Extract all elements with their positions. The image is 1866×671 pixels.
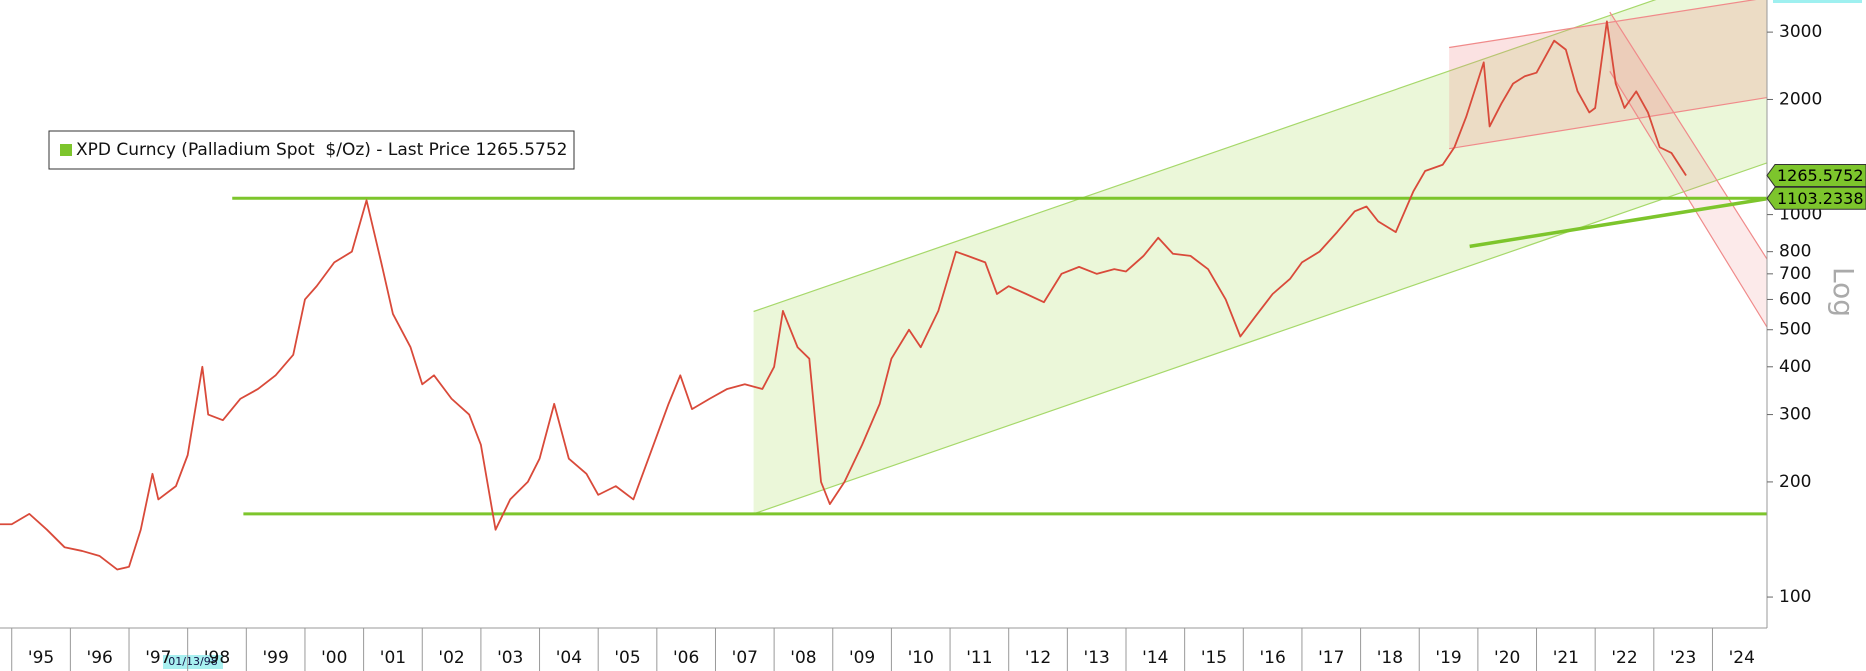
y-tick-label: 2000: [1779, 89, 1822, 109]
legend-box: [48, 130, 575, 170]
x-tick-label: '14: [1142, 648, 1168, 668]
y-tick-label: 400: [1779, 357, 1811, 377]
x-tick-label: '97: [145, 648, 171, 668]
x-tick-label: '22: [1611, 648, 1637, 668]
date-marker-bg: [163, 655, 223, 669]
channel-line: [1609, 11, 1767, 260]
x-tick-label: '15: [1201, 648, 1227, 668]
y-tick-label: 300: [1779, 405, 1811, 425]
x-tick-label: '08: [790, 648, 816, 668]
y-tick-label: 600: [1779, 289, 1811, 309]
x-tick-label: '19: [1435, 648, 1461, 668]
x-tick-label: '16: [1259, 648, 1285, 668]
y-tick-label: 100: [1779, 587, 1811, 607]
price-tag-label: 1265.5752: [1777, 166, 1864, 185]
legend: XPD Curncy (Palladium Spot $/Oz) - Last …: [48, 130, 575, 170]
x-tick-label: '12: [1025, 648, 1051, 668]
axis-label: Log: [1827, 267, 1860, 317]
x-tick-label: '95: [28, 648, 54, 668]
x-tick-label: '05: [614, 648, 640, 668]
top-marker: [1773, 0, 1862, 3]
x-tick-label: '20: [1494, 648, 1520, 668]
x-tick-label: '11: [966, 648, 992, 668]
legend-swatch: [60, 144, 72, 156]
channel-fill: [1449, 0, 1767, 149]
x-tick-label: '21: [1553, 648, 1579, 668]
x-tick-label: '96: [87, 648, 113, 668]
channel-line: [753, 162, 1767, 515]
y-tick-label: 200: [1779, 472, 1811, 492]
x-tick-label: '04: [556, 648, 582, 668]
date-marker: 01/13/98: [168, 655, 217, 668]
channel-line: [1449, 96, 1767, 150]
x-tick-label: '06: [673, 648, 699, 668]
plot-area: [0, 0, 1767, 571]
channel-line: [753, 0, 1657, 313]
price-tag: [1766, 163, 1866, 187]
price-tag-label: 1103.2338: [1777, 189, 1864, 208]
x-tick-label: '23: [1670, 648, 1696, 668]
x-tick-label: '13: [1084, 648, 1110, 668]
y-tick-label: 700: [1779, 264, 1811, 284]
x-tick-label: '09: [849, 648, 875, 668]
x-tick-label: '00: [321, 648, 347, 668]
x-tick-label: '24: [1729, 648, 1755, 668]
channel-fill: [753, 0, 1767, 514]
y-tick-label: 3000: [1779, 22, 1822, 42]
legend-label: XPD Curncy (Palladium Spot $/Oz) - Last …: [76, 140, 567, 160]
x-tick-label: '07: [732, 648, 758, 668]
channel-fill: [1609, 12, 1767, 328]
x-tick-label: '99: [262, 648, 288, 668]
x-tick-label: '98: [204, 648, 230, 668]
x-tick-label: '01: [380, 648, 406, 668]
x-tick-label: '03: [497, 648, 523, 668]
price-tag: [1766, 186, 1866, 210]
y-tick-label: 500: [1779, 320, 1811, 340]
x-tick-label: '17: [1318, 648, 1344, 668]
price-line: [0, 20, 1687, 571]
x-tick-label: '18: [1377, 648, 1403, 668]
x-tick-label: '10: [908, 648, 934, 668]
channel-line: [1449, 0, 1757, 49]
y-tick-label: 800: [1779, 242, 1811, 262]
x-tick-label: '02: [438, 648, 464, 668]
trend-line: [1469, 197, 1767, 249]
